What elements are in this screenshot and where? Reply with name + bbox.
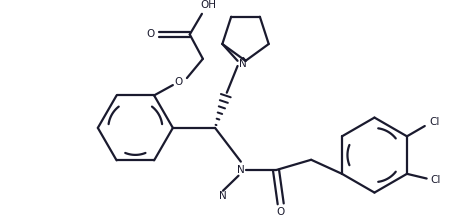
Text: Cl: Cl [428, 117, 438, 127]
Text: O: O [276, 207, 284, 217]
Text: O: O [147, 29, 155, 39]
Text: N: N [239, 59, 247, 69]
Text: Cl: Cl [430, 175, 440, 185]
Text: O: O [174, 77, 182, 87]
Text: OH: OH [200, 0, 216, 10]
Text: N: N [218, 191, 227, 201]
Text: N: N [237, 165, 244, 175]
